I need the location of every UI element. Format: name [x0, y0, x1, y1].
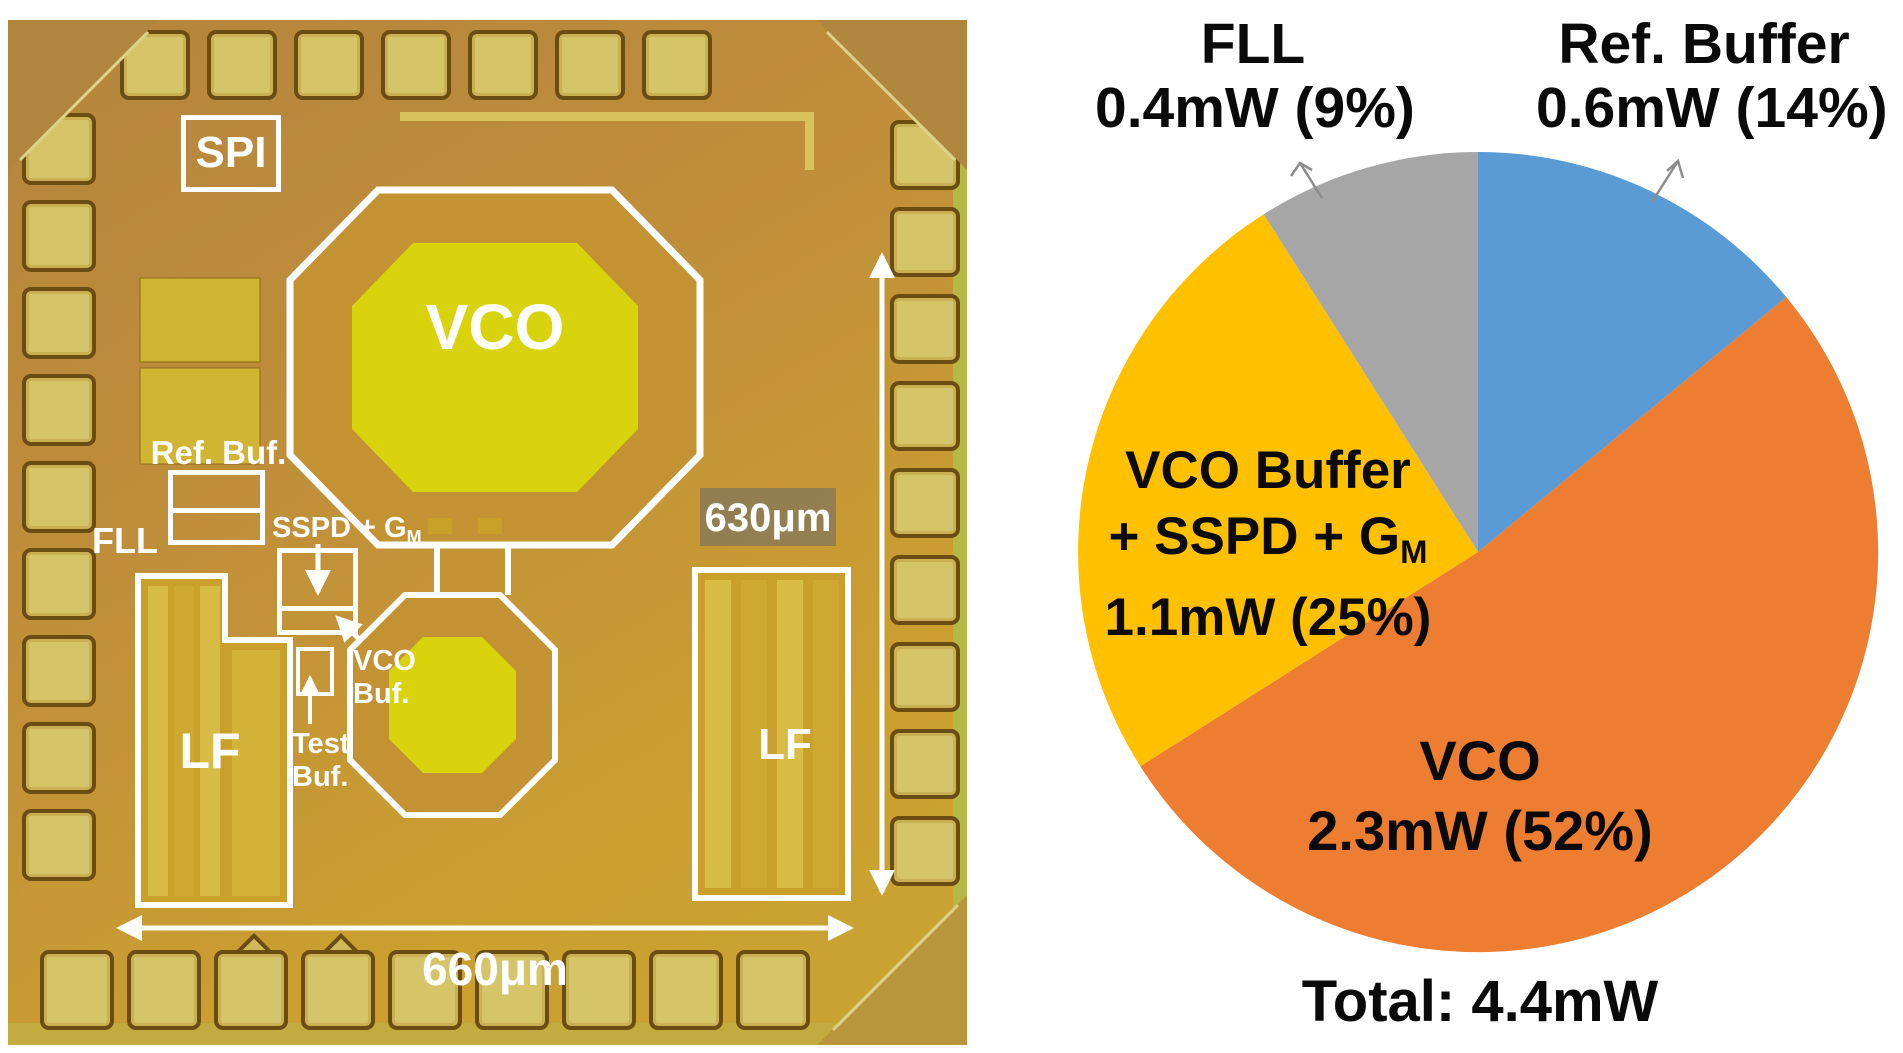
lf-right-outline [692, 567, 851, 901]
vco-buffer-callout: VCO Buffer + SSPD + GM 1.1mW (25%) [1104, 441, 1432, 648]
bond-pad [562, 950, 636, 1030]
ref-buf-box [168, 470, 265, 545]
bond-pad [22, 809, 96, 881]
lf-left-label: LF [179, 723, 241, 779]
bond-pad [642, 30, 712, 100]
pie-slice-fll [1263, 152, 1478, 552]
vco-buf-label: VCO Buf. [353, 645, 416, 710]
bond-pad [214, 950, 288, 1030]
bond-pad [468, 30, 538, 100]
fll-label: FLL [92, 520, 158, 561]
bond-pad [890, 468, 960, 538]
bond-pad [475, 950, 549, 1030]
sspd-box [277, 548, 358, 635]
bond-pad [22, 548, 96, 620]
pie-slice-vco [1140, 297, 1879, 953]
pie-slice-vco-buffer-sspd-gm [1078, 214, 1478, 767]
vco-label: VCO [425, 291, 565, 363]
bond-pad [890, 729, 960, 799]
bond-pad-ring [8, 20, 967, 1045]
bond-pad [555, 30, 625, 100]
ref-buf-label: Ref. Buf. [150, 434, 287, 471]
bond-pad [388, 950, 462, 1030]
bond-pad [890, 294, 960, 364]
die-annotation-layer [8, 20, 967, 1045]
spi-label: SPI [195, 128, 267, 177]
bond-pad [40, 950, 114, 1030]
lf-right-label: LF [758, 720, 812, 769]
height-dimension-label: 630μm [704, 496, 832, 540]
width-dimension-label: 660μm [422, 943, 568, 995]
vco-neck [438, 540, 508, 598]
metal-block [139, 367, 261, 465]
test-buf-box [296, 647, 334, 696]
bond-pad [294, 30, 364, 100]
bond-pad [22, 722, 96, 794]
bond-pad [22, 461, 96, 533]
ref-buffer-callout: Ref. Buffer 0.6mW (14%) [1536, 12, 1888, 140]
bond-pad [22, 287, 96, 359]
bond-pad [381, 30, 451, 100]
fll-callout-arrow-icon [1289, 161, 1324, 199]
ref-buffer-callout-arrow-icon [1650, 158, 1685, 203]
metal-block [139, 277, 261, 363]
bond-pad [22, 200, 96, 272]
vco-callout: VCO 2.3mW (52%) [1307, 729, 1653, 862]
bond-pad [127, 950, 201, 1030]
bond-pad [22, 635, 96, 707]
metal-trace [400, 112, 810, 121]
total-power-label: Total: 4.4mW [1301, 969, 1659, 1034]
bond-pad [207, 30, 277, 100]
die-micrograph: SPI VCO Ref. Buf. FLL SSPD + GM VCO Buf. … [8, 20, 967, 1045]
bond-pad [736, 950, 810, 1030]
spi-box [181, 115, 281, 192]
bond-pad [649, 950, 723, 1030]
lf-left-outline [135, 573, 293, 908]
height-dim-backdrop [700, 488, 836, 546]
pie-slice-ref-buffer [1478, 152, 1787, 552]
fll-callout: FLL 0.4mW (9%) [1095, 12, 1415, 140]
sspd-label: SSPD + GM [272, 512, 422, 547]
bond-pad [890, 207, 960, 277]
bond-pad [301, 950, 375, 1030]
test-buf-label: Test Buf. [292, 728, 350, 793]
metal-trace [805, 112, 814, 170]
bond-pad [22, 374, 96, 446]
